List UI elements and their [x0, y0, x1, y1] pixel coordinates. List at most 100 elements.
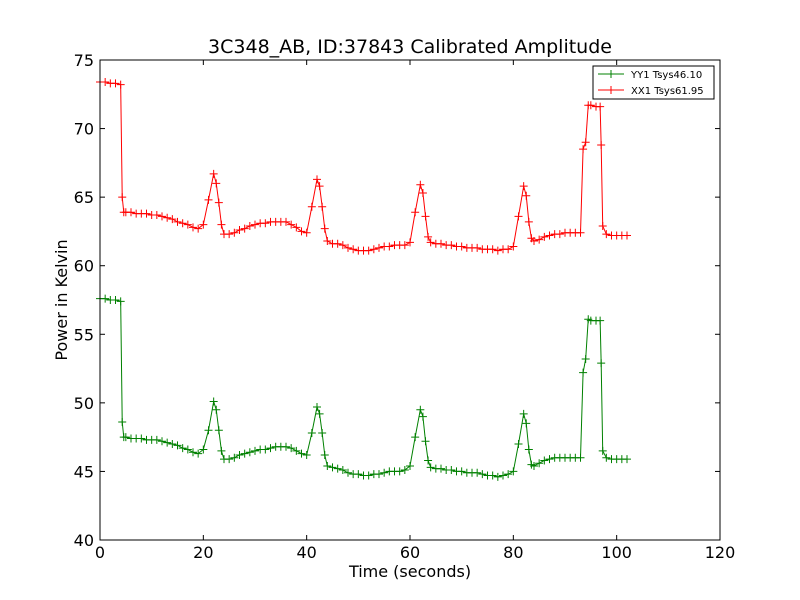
data-point [168, 440, 177, 448]
series-layer [96, 77, 631, 481]
data-point [152, 210, 161, 219]
data-point [111, 79, 120, 88]
data-point [212, 179, 221, 188]
data-point [400, 466, 409, 475]
plot-frame [99, 59, 721, 541]
series-0 [96, 294, 631, 481]
data-point [302, 450, 311, 459]
data-point [178, 444, 187, 453]
data-point [118, 418, 127, 427]
data-point [209, 397, 218, 406]
data-point [509, 467, 518, 476]
data-point [235, 450, 244, 459]
data-point [499, 471, 507, 480]
data-point [245, 448, 254, 457]
x-axis: 0 20 40 60 80 100 120 [95, 60, 735, 562]
y-tick-label: 70 [74, 120, 94, 139]
data-point [522, 419, 531, 428]
x-tick-label: 120 [705, 543, 736, 562]
data-point [307, 202, 316, 211]
y-tick-label: 45 [74, 462, 94, 481]
data-point [504, 470, 513, 479]
x-axis-label: Time (seconds) [348, 562, 471, 581]
series-1 [96, 77, 631, 255]
data-point [416, 180, 425, 189]
data-point [251, 446, 259, 455]
data-point [522, 191, 531, 200]
data-point [545, 231, 554, 240]
data-point [121, 433, 130, 442]
data-point [579, 145, 588, 154]
data-point [323, 237, 332, 246]
data-point [602, 230, 611, 239]
data-point [488, 245, 497, 254]
x-tick-label: 60 [400, 543, 420, 562]
data-point [395, 467, 404, 476]
data-point [375, 470, 383, 479]
legend: YY1 Tsys46.10 XX1 Tsys61.95 [592, 65, 715, 100]
x-tick-label: 40 [296, 543, 316, 562]
data-point [152, 435, 161, 444]
data-point [424, 232, 433, 241]
data-point [230, 453, 239, 462]
data-point [493, 472, 502, 481]
legend-box [592, 65, 715, 100]
data-point [137, 434, 146, 443]
data-point [596, 102, 605, 111]
data-point [535, 235, 544, 244]
legend-label-yy1: YY1 Tsys46.10 [630, 70, 702, 81]
data-point [406, 238, 414, 247]
data-point [364, 471, 373, 480]
data-point [504, 245, 513, 254]
data-point [406, 461, 414, 470]
data-point [189, 448, 197, 457]
data-point [457, 242, 466, 251]
data-point [602, 453, 611, 462]
data-point [514, 212, 523, 221]
data-point [333, 464, 342, 473]
data-point [292, 446, 301, 455]
data-point [576, 453, 585, 462]
data-point [173, 441, 182, 450]
data-point [297, 449, 306, 458]
data-point [163, 213, 172, 222]
data-point [282, 217, 290, 226]
data-point [411, 433, 420, 442]
data-point [320, 224, 329, 233]
data-point [524, 217, 533, 226]
data-point [623, 231, 631, 240]
data-point [118, 193, 127, 202]
data-point [519, 182, 528, 191]
data-point [297, 227, 306, 236]
data-point [478, 470, 487, 479]
data-point [168, 215, 177, 224]
data-point [328, 463, 337, 472]
data-point [535, 459, 544, 468]
y-tick-label: 75 [74, 51, 94, 70]
data-point [418, 189, 427, 198]
y-tick-label: 50 [74, 394, 94, 413]
data-point [437, 464, 445, 473]
data-point [349, 245, 358, 254]
data-point [313, 402, 321, 411]
data-point [447, 241, 456, 250]
data-point [204, 426, 213, 435]
data-point [183, 445, 192, 454]
data-point [315, 409, 324, 418]
y-tick-label: 55 [74, 325, 94, 344]
data-point [540, 232, 549, 241]
data-point [369, 245, 378, 254]
data-point [199, 445, 208, 454]
data-point [338, 466, 347, 475]
data-point [400, 241, 409, 250]
data-point [212, 405, 221, 414]
data-point [163, 438, 172, 447]
data-point [116, 80, 125, 89]
data-point [530, 461, 538, 470]
data-point [178, 219, 187, 228]
data-point [194, 449, 203, 458]
data-point [597, 359, 606, 368]
data-point [623, 455, 631, 464]
data-point [514, 440, 523, 448]
